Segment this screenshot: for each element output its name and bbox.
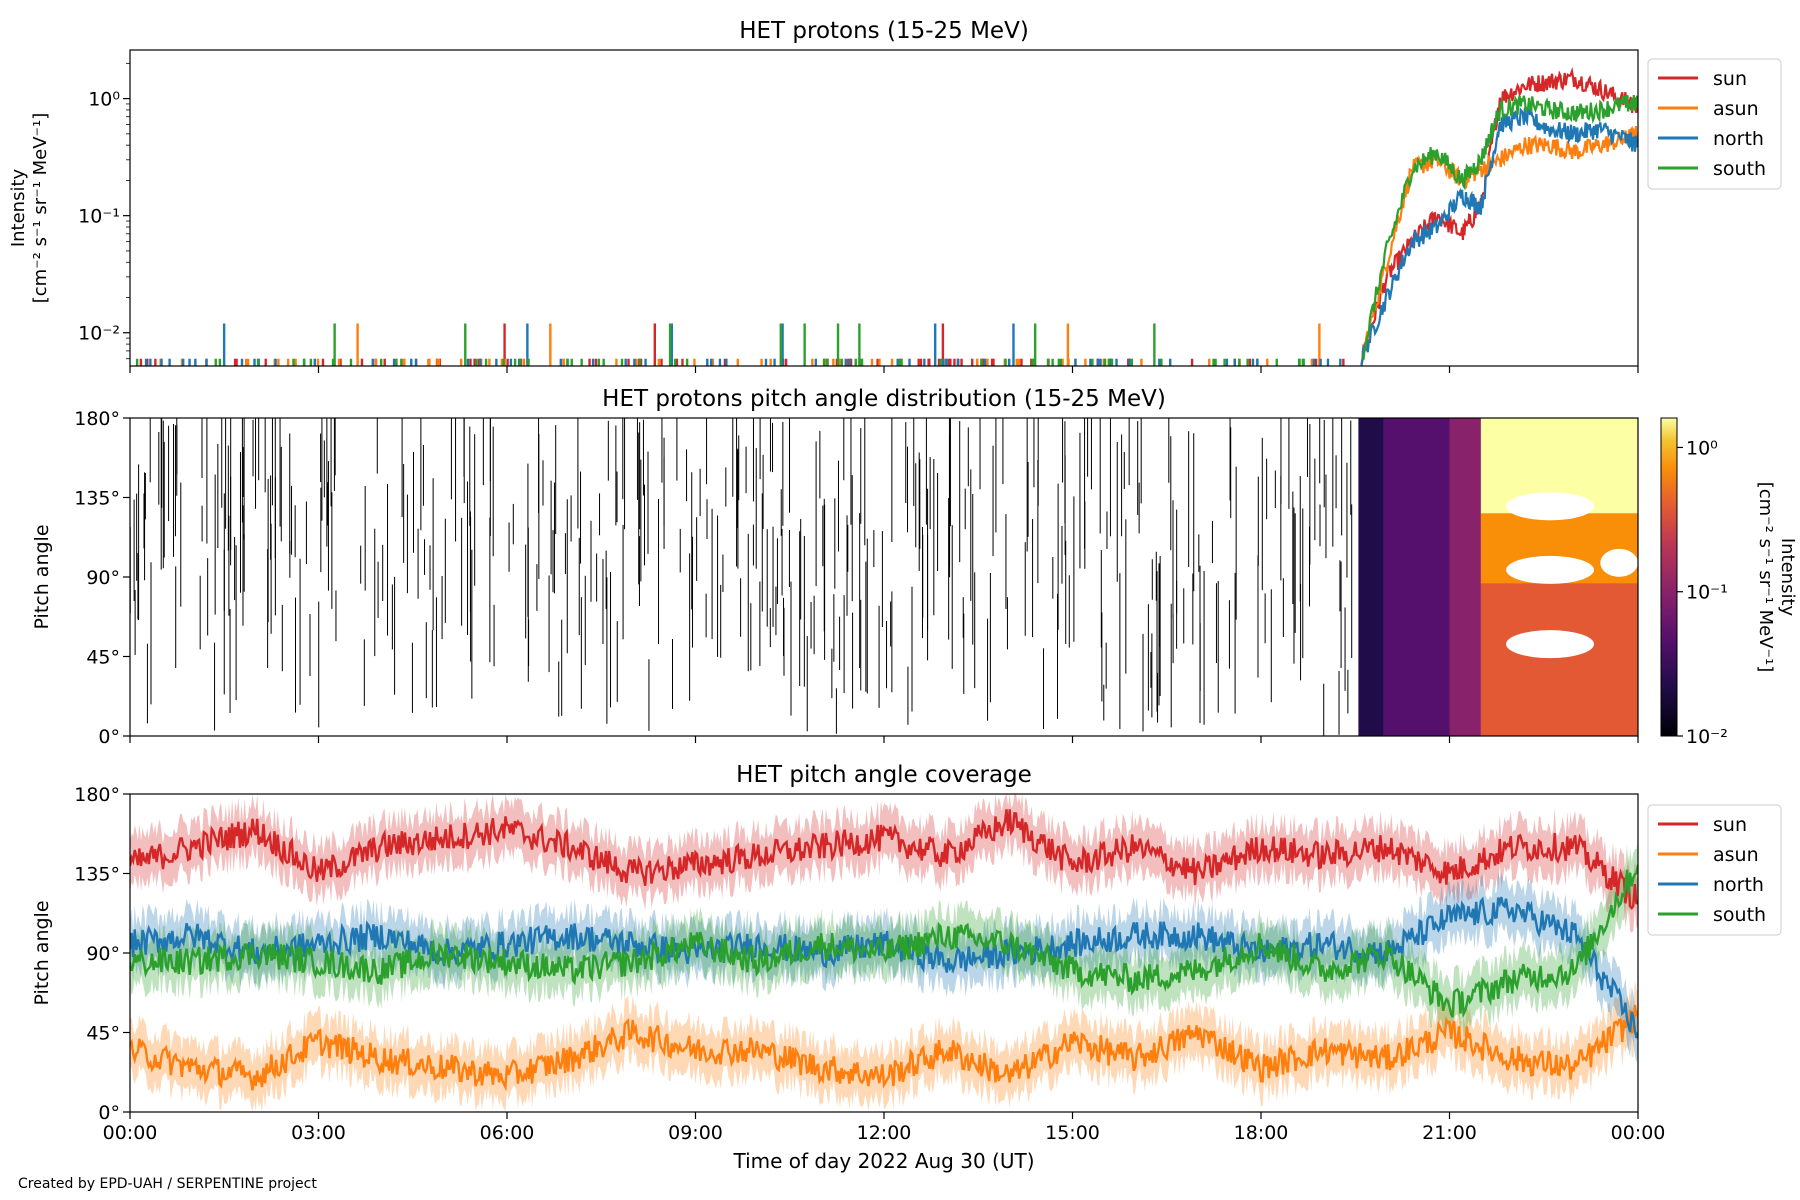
ylabel-line2: [cm⁻² s⁻¹ sr⁻¹ MeV⁻¹]	[30, 113, 51, 304]
ylabel: Pitch angle	[31, 524, 53, 629]
colorbar-label-line2: [cm⁻² s⁻¹ sr⁻¹ MeV⁻¹]	[1755, 482, 1776, 673]
y-tick-label: 45°	[86, 647, 120, 669]
heatmap-block	[1358, 418, 1384, 736]
colorbar-label: Intensity[cm⁻² s⁻¹ sr⁻¹ MeV⁻¹]	[1755, 482, 1798, 673]
heatmap-block	[1449, 418, 1481, 736]
y-tick-label: 45°	[86, 1023, 120, 1045]
panel1-frame	[129, 49, 1639, 367]
y-tick-label: 10⁻²	[78, 323, 120, 345]
panel3-plot	[130, 794, 1638, 1112]
y-tick-label: 10⁰	[88, 89, 120, 111]
y-tick-label: 135°	[74, 864, 120, 886]
panel1-legend: sun asun north south	[1647, 58, 1782, 190]
series-line-sun	[130, 809, 1638, 911]
x-tick-label: 18:00	[1234, 1122, 1289, 1144]
heatmap-gap	[1506, 630, 1595, 659]
colorbar-tick-label: 10⁰	[1686, 437, 1718, 459]
legend-label-asun: asun	[1713, 844, 1759, 866]
y-tick-label: 0°	[98, 726, 120, 748]
heatmap-gap	[1600, 548, 1638, 577]
panel2-plot	[130, 418, 1638, 736]
panel2-ylabel: Pitch angle	[31, 524, 53, 629]
legend-label-north: north	[1713, 874, 1764, 896]
x-tick-label: 00:00	[1611, 1122, 1666, 1144]
band-north	[130, 872, 1638, 1063]
panel1-ylabel: Intensity [cm⁻² s⁻¹ sr⁻¹ MeV⁻¹]	[8, 113, 51, 304]
y-tick-label: 90°	[86, 567, 120, 589]
legend-label-sun: sun	[1713, 814, 1747, 836]
ylabel: Pitch angle	[31, 900, 53, 1005]
x-tick-label: 21:00	[1422, 1122, 1477, 1144]
colorbar-label-line1: Intensity	[1777, 538, 1798, 617]
panel3-ylabel: Pitch angle	[31, 900, 53, 1005]
x-axis-label: Time of day 2022 Aug 30 (UT)	[732, 1149, 1034, 1173]
panel3-title: HET pitch angle coverage	[736, 762, 1032, 788]
credit-text: Created by EPD-UAH / SERPENTINE project	[18, 1176, 317, 1192]
band-sun	[130, 794, 1638, 933]
ylabel-line1: Intensity	[8, 168, 29, 247]
y-tick-label: 90°	[86, 943, 120, 965]
series-line-sun	[1360, 66, 1638, 365]
panel1-title: HET protons (15-25 MeV)	[739, 18, 1029, 44]
heatmap-block	[1383, 418, 1450, 736]
x-tick-label: 09:00	[668, 1122, 723, 1144]
x-tick-label: 15:00	[1045, 1122, 1100, 1144]
y-tick-label: 135°	[74, 488, 120, 510]
series-line-north	[1360, 106, 1638, 366]
series-line-south	[130, 864, 1638, 1019]
heatmap-gap	[1506, 555, 1595, 584]
colorbar-tick-label: 10⁻²	[1686, 726, 1728, 748]
legend-label-south: south	[1713, 904, 1766, 926]
x-tick-label: 06:00	[480, 1122, 535, 1144]
legend-label-south: south	[1713, 158, 1766, 180]
series-line-south	[1361, 94, 1638, 361]
legend-box	[1647, 804, 1782, 936]
panel1-plot	[135, 66, 1638, 366]
colorbar	[1660, 417, 1678, 737]
y-tick-label: 10⁻¹	[78, 206, 120, 228]
x-tick-label: 00:00	[103, 1122, 158, 1144]
heatmap-gap	[1506, 492, 1595, 521]
x-tick-label: 12:00	[857, 1122, 912, 1144]
series-line-north	[130, 896, 1638, 1039]
colorbar-tick-label: 10⁻¹	[1686, 582, 1728, 604]
y-tick-label: 180°	[74, 784, 120, 806]
legend-label-sun: sun	[1713, 68, 1747, 90]
x-tick-label: 03:00	[291, 1122, 346, 1144]
legend-label-north: north	[1713, 128, 1764, 150]
panel2-title: HET protons pitch angle distribution (15…	[602, 386, 1166, 412]
legend-label-asun: asun	[1713, 98, 1759, 120]
series-line-asun	[130, 1004, 1638, 1092]
legend-box	[1647, 58, 1782, 190]
y-tick-label: 0°	[98, 1102, 120, 1124]
series-line-asun	[1361, 125, 1638, 357]
panel3-legend: sun asun north south	[1647, 804, 1782, 936]
y-tick-label: 180°	[74, 408, 120, 430]
